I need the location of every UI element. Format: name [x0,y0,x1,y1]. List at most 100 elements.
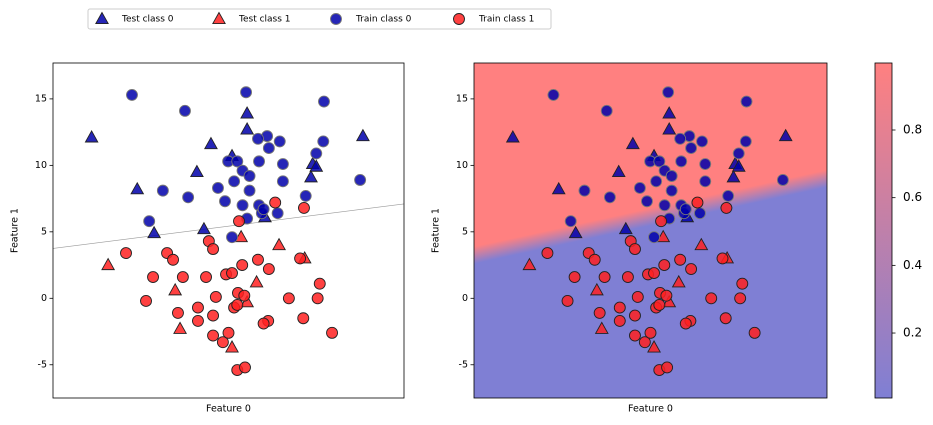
point [665,170,678,182]
point [228,175,241,188]
colorbar-tick-label: 0.6 [903,190,922,204]
point [661,361,674,374]
point [84,130,99,143]
point [236,199,249,212]
point [294,252,307,265]
point [694,237,709,251]
point [101,257,116,271]
point [326,326,338,339]
point [522,257,537,271]
point [696,135,708,148]
point [156,184,169,197]
point [140,295,152,307]
y-tick-label: 15 [35,93,47,104]
point [262,142,275,155]
point [653,298,666,311]
point [240,122,255,135]
y-tick-label: 0 [462,293,468,304]
point [568,225,583,239]
point [671,274,686,288]
legend-marker [212,11,226,24]
point [644,326,657,339]
legend: Test class 0 Test class 1 Train class 0 Tra… [95,11,534,25]
point [629,243,641,256]
y-axis-label: Feature 1 [10,208,21,253]
point [318,95,330,108]
point [257,317,270,330]
point [655,215,668,228]
point [648,267,660,279]
point [726,169,741,183]
point [720,201,733,214]
point [505,130,520,143]
point [207,309,220,322]
point [252,253,264,266]
point [613,314,626,327]
axes-frame [473,62,828,399]
point [304,169,318,183]
x-axis-label: Feature 0 [628,404,673,415]
point [629,309,641,322]
point [219,195,231,208]
point [310,147,323,160]
y-tick-label: 5 [462,226,468,237]
point [732,147,745,160]
point [625,136,640,150]
point [641,195,653,208]
point [674,253,687,266]
point [239,361,251,374]
point [638,336,651,349]
point [234,229,249,243]
point [685,263,698,276]
point [196,221,211,235]
point [200,271,212,283]
point [593,306,606,319]
point [313,277,326,290]
point [240,86,253,99]
legend-label: Test class 1 [238,15,291,25]
point [589,282,604,296]
point [226,267,238,279]
y-tick-label: 5 [41,226,47,237]
point [309,159,324,172]
point [679,203,692,216]
point [167,253,179,266]
point [679,317,692,330]
point [656,229,671,243]
point [240,106,255,119]
legend-label: Train class 1 [478,15,534,25]
point [243,170,256,182]
colorbar [874,62,893,399]
point [631,291,644,303]
point [647,340,661,353]
point [699,158,712,170]
point [238,289,251,302]
point [126,88,138,101]
point [249,274,264,288]
point [776,174,789,186]
point [748,326,761,339]
point [621,271,634,283]
point [547,88,560,101]
axes-frame [52,62,405,399]
point [354,174,367,186]
y-tick-label: 15 [456,93,468,104]
point [253,155,265,168]
point [722,189,735,202]
point [298,201,310,214]
point [629,329,641,342]
point [660,289,673,302]
legend-marker [95,11,109,24]
point [705,292,718,305]
point [739,135,752,148]
point [120,247,132,260]
point [650,175,663,188]
point [551,181,566,195]
colorbar-tick-label: 0.4 [903,258,922,272]
legend-label: Test class 0 [121,15,174,25]
point [568,271,581,283]
decision-boundary [53,203,404,249]
point [209,291,222,303]
point [222,326,235,339]
point [311,292,324,305]
